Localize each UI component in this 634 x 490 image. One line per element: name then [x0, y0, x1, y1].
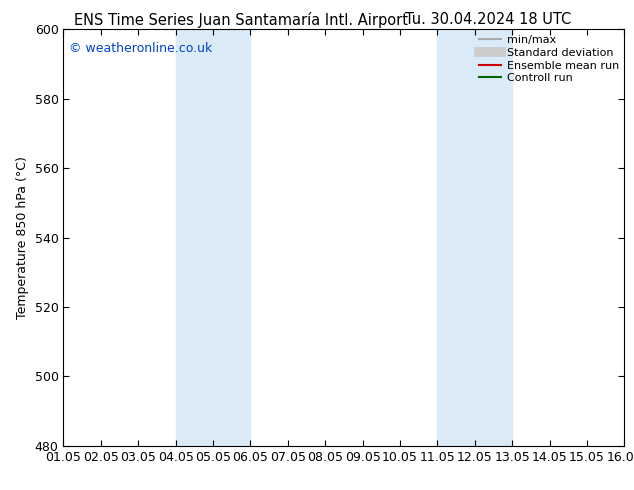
Bar [437, 29, 512, 446]
Text: © weatheronline.co.uk: © weatheronline.co.uk [69, 42, 212, 55]
Text: Tu. 30.04.2024 18 UTC: Tu. 30.04.2024 18 UTC [405, 12, 571, 27]
Bar [176, 29, 250, 446]
Y-axis label: Temperature 850 hPa (°C): Temperature 850 hPa (°C) [16, 156, 29, 319]
Legend: min/max, Standard deviation, Ensemble mean run, Controll run: min/max, Standard deviation, Ensemble me… [477, 33, 621, 86]
Text: ENS Time Series Juan Santamaría Intl. Airport: ENS Time Series Juan Santamaría Intl. Ai… [74, 12, 408, 28]
